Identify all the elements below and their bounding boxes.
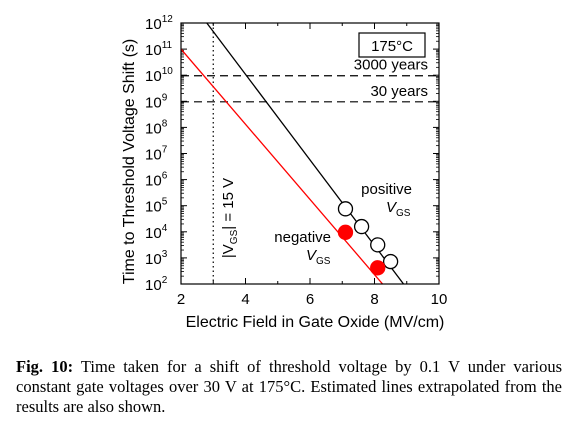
y-tick-label: 1011 bbox=[145, 40, 173, 59]
figure-caption: Fig. 10: Time taken for a shift of thres… bbox=[16, 357, 562, 419]
data-point bbox=[370, 237, 386, 253]
temperature-label: 175°C bbox=[371, 38, 413, 55]
fit-line bbox=[181, 48, 384, 284]
data-point bbox=[370, 260, 386, 276]
y-tick-label: 106 bbox=[145, 171, 168, 190]
data-point bbox=[337, 201, 354, 217]
y-tick-label: 109 bbox=[145, 92, 168, 111]
caption-text: Time taken for a shift of threshold volt… bbox=[16, 357, 562, 416]
y-tick-label: 102 bbox=[145, 275, 168, 294]
y-tick-label: 1012 bbox=[145, 14, 173, 33]
data-point bbox=[382, 253, 399, 270]
series-label-positive: positive bbox=[361, 181, 412, 198]
x-axis-label: Electric Field in Gate Oxide (MV/cm) bbox=[186, 314, 445, 331]
reference-line-label: 30 years bbox=[370, 83, 428, 100]
data-point bbox=[337, 224, 354, 240]
y-tick-label: 104 bbox=[145, 223, 168, 242]
y-axis-label: Time to Threshold Voltage Shift (s) bbox=[121, 39, 138, 284]
reference-label-bg bbox=[340, 81, 430, 100]
series-label-negative: negative bbox=[274, 229, 331, 246]
x-tick-label: 10 bbox=[431, 291, 448, 308]
y-tick-label: 1010 bbox=[145, 66, 173, 85]
x-tick-label: 4 bbox=[241, 291, 249, 308]
temperature-box bbox=[358, 32, 426, 58]
plot-frame bbox=[180, 22, 440, 285]
x-tick-label: 6 bbox=[306, 291, 314, 308]
caption-label: Fig. 10: bbox=[16, 357, 74, 376]
reference-label-bg bbox=[340, 55, 430, 74]
reference-line-label: 3000 years bbox=[354, 57, 428, 74]
y-tick-label: 105 bbox=[145, 197, 168, 216]
y-tick-label: 108 bbox=[145, 118, 168, 137]
x-tick-label: 8 bbox=[370, 291, 378, 308]
series-label-negative-vgs: VGS bbox=[306, 247, 331, 267]
vgs-limit-label: |VGS| = 15 V bbox=[220, 178, 240, 258]
x-tick-label: 2 bbox=[177, 291, 185, 308]
series-label-positive-vgs: VGS bbox=[386, 199, 411, 219]
plot-content bbox=[181, 23, 439, 284]
data-point bbox=[353, 218, 370, 235]
y-tick-label: 103 bbox=[145, 249, 168, 268]
fit-line bbox=[206, 23, 405, 284]
threshold-shift-chart: 2 4 6 8 10 102 103 104 105 106 107 108 109 1010 1011 10… bbox=[121, 14, 448, 331]
y-tick-label: 107 bbox=[145, 145, 168, 164]
